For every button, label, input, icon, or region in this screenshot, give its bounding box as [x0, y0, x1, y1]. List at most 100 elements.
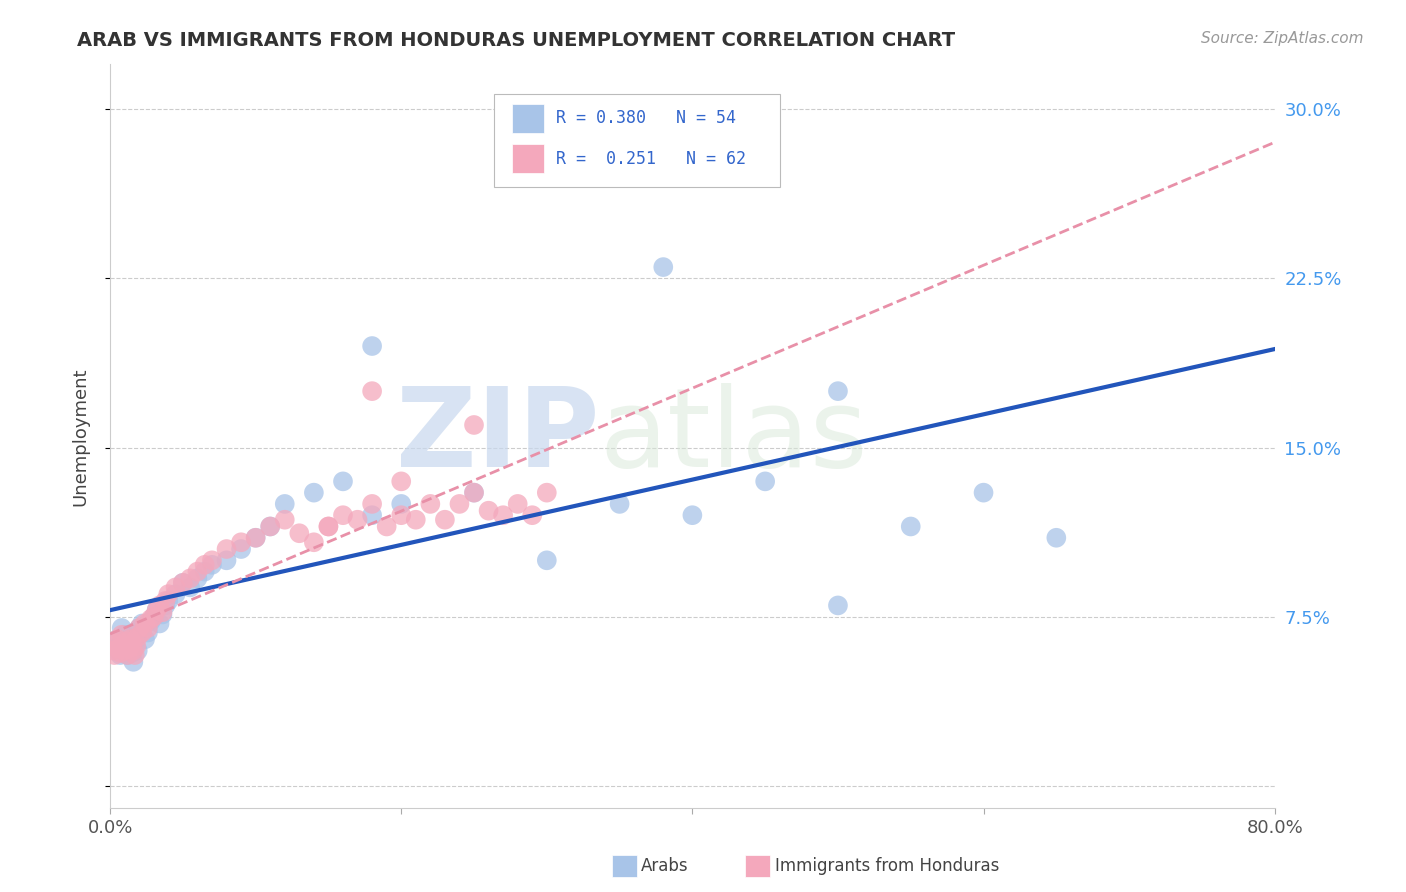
Point	[112, 639, 135, 653]
Point	[201, 558, 224, 572]
Point	[142, 609, 165, 624]
Point	[145, 603, 167, 617]
Point	[165, 581, 187, 595]
Point	[259, 519, 281, 533]
Point	[827, 599, 849, 613]
Point	[449, 497, 471, 511]
Point	[389, 475, 412, 489]
Point	[609, 497, 631, 511]
Point	[108, 641, 131, 656]
Text: atlas: atlas	[599, 383, 868, 490]
Point	[302, 485, 325, 500]
Point	[117, 648, 139, 662]
Point	[118, 641, 141, 656]
Point	[165, 587, 187, 601]
Point	[122, 655, 145, 669]
Point	[302, 535, 325, 549]
Point	[652, 260, 675, 274]
Point	[148, 616, 170, 631]
Point	[506, 147, 529, 161]
Point	[145, 603, 167, 617]
Point	[155, 599, 177, 613]
Y-axis label: Unemployment: Unemployment	[72, 367, 89, 506]
Point	[900, 519, 922, 533]
Point	[318, 519, 340, 533]
Point	[463, 417, 485, 432]
Text: Arabs: Arabs	[641, 857, 689, 875]
Point	[131, 616, 153, 631]
Point	[157, 594, 180, 608]
Text: Immigrants from Honduras: Immigrants from Honduras	[775, 857, 1000, 875]
Text: R = 0.380   N = 54: R = 0.380 N = 54	[557, 110, 737, 128]
Point	[419, 497, 441, 511]
Point	[105, 632, 128, 647]
Point	[229, 535, 252, 549]
Point	[681, 508, 703, 523]
Point	[152, 607, 174, 622]
Point	[245, 531, 267, 545]
Point	[120, 634, 142, 648]
Point	[103, 648, 125, 662]
Point	[121, 637, 143, 651]
Point	[389, 497, 412, 511]
Point	[110, 646, 132, 660]
Text: ARAB VS IMMIGRANTS FROM HONDURAS UNEMPLOYMENT CORRELATION CHART: ARAB VS IMMIGRANTS FROM HONDURAS UNEMPLO…	[77, 31, 956, 50]
Point	[522, 508, 544, 523]
Point	[201, 553, 224, 567]
Point	[361, 339, 384, 353]
Point	[114, 628, 136, 642]
Point	[215, 542, 238, 557]
Point	[827, 384, 849, 398]
Point	[194, 558, 217, 572]
Point	[148, 599, 170, 613]
Point	[186, 571, 208, 585]
Point	[361, 384, 384, 398]
Point	[121, 646, 143, 660]
FancyBboxPatch shape	[512, 103, 544, 133]
FancyBboxPatch shape	[495, 94, 780, 187]
Point	[1045, 531, 1067, 545]
Point	[112, 637, 135, 651]
Point	[136, 625, 159, 640]
Point	[134, 632, 156, 647]
Point	[152, 605, 174, 619]
Point	[492, 508, 515, 523]
Point	[215, 553, 238, 567]
Point	[104, 637, 127, 651]
Point	[128, 621, 150, 635]
Point	[108, 639, 131, 653]
Point	[115, 634, 138, 648]
Point	[115, 643, 138, 657]
Point	[125, 625, 148, 640]
Point	[127, 630, 149, 644]
Point	[389, 508, 412, 523]
Point	[433, 513, 456, 527]
Point	[361, 497, 384, 511]
Point	[139, 614, 162, 628]
Point	[157, 587, 180, 601]
Point	[125, 639, 148, 653]
Point	[172, 575, 194, 590]
Point	[142, 609, 165, 624]
Point	[463, 485, 485, 500]
Point	[110, 648, 132, 662]
FancyBboxPatch shape	[512, 144, 544, 173]
Point	[506, 497, 529, 511]
Point	[172, 575, 194, 590]
Point	[288, 526, 311, 541]
Point	[245, 531, 267, 545]
Point	[139, 612, 162, 626]
Point	[259, 519, 281, 533]
Point	[332, 475, 354, 489]
Point	[117, 648, 139, 662]
Point	[114, 643, 136, 657]
Point	[179, 571, 201, 585]
Point	[124, 648, 146, 662]
Point	[346, 513, 368, 527]
Point	[332, 508, 354, 523]
Text: R =  0.251   N = 62: R = 0.251 N = 62	[557, 150, 747, 168]
Point	[105, 632, 128, 647]
Point	[127, 643, 149, 657]
Point	[463, 485, 485, 500]
Point	[111, 628, 134, 642]
